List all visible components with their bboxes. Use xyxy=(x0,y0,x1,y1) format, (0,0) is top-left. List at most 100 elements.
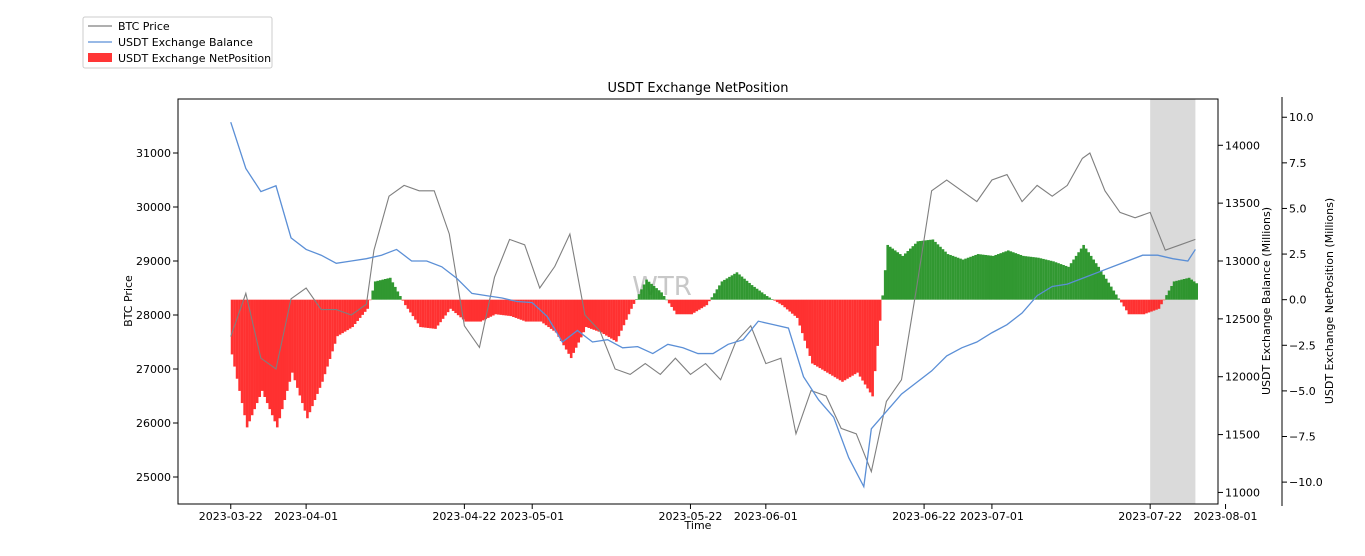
netposition-bar xyxy=(441,299,445,319)
netposition-bar xyxy=(672,299,676,311)
netposition-bar xyxy=(321,299,324,382)
netposition-bar xyxy=(1140,299,1143,315)
netposition-bar xyxy=(1004,251,1008,300)
netposition-bar xyxy=(846,299,849,379)
netposition-bar xyxy=(1130,299,1133,315)
netposition-bar xyxy=(421,299,425,328)
netposition-bar xyxy=(976,254,980,300)
netposition-bar xyxy=(389,277,392,300)
netposition-bar xyxy=(366,299,370,309)
netposition-bar xyxy=(778,299,781,304)
netposition-bar xyxy=(1132,299,1136,315)
netposition-bar xyxy=(1109,286,1113,300)
netposition-bar xyxy=(414,299,417,320)
netposition-bar xyxy=(785,299,789,310)
legend-label-btc: BTC Price xyxy=(118,20,170,33)
netposition-bar xyxy=(647,281,651,300)
netposition-bar xyxy=(406,299,410,309)
netposition-bar xyxy=(411,299,415,317)
netposition-bar xyxy=(828,299,832,375)
x-tick-label: 2023-06-22 xyxy=(892,510,956,523)
netposition-bar xyxy=(798,299,802,326)
netposition-bar xyxy=(1082,244,1085,300)
netposition-bar xyxy=(1172,281,1176,300)
y-axis-right-netposition-label: USDT Exchange NetPosition (Millions) xyxy=(1323,198,1336,404)
netposition-bar xyxy=(703,299,706,307)
netposition-bar xyxy=(748,282,751,300)
netposition-bar xyxy=(728,276,731,300)
netposition-bar xyxy=(946,254,950,300)
netposition-bar xyxy=(806,299,809,349)
netposition-bar xyxy=(1019,254,1023,300)
netposition-bar xyxy=(1012,252,1015,300)
netposition-bar xyxy=(848,299,852,378)
netposition-bar xyxy=(507,299,510,316)
netposition-bar xyxy=(439,299,442,323)
netposition-bar xyxy=(434,299,437,329)
netposition-bar xyxy=(750,285,754,300)
y-right-netposition-tick-label: 5.0 xyxy=(1289,202,1307,215)
y-right-balance-tick-label: 11500 xyxy=(1225,429,1260,442)
netposition-bar xyxy=(1001,252,1005,300)
netposition-bar xyxy=(383,279,387,300)
netposition-bar xyxy=(517,299,520,319)
y-right-netposition-tick-label: −5.0 xyxy=(1289,385,1316,398)
netposition-bars xyxy=(230,239,1198,428)
netposition-bar xyxy=(283,299,287,401)
netposition-bar xyxy=(1122,299,1126,307)
netposition-bar xyxy=(883,270,887,300)
netposition-bar xyxy=(381,279,385,300)
netposition-bar xyxy=(461,299,465,320)
netposition-bar xyxy=(419,299,422,328)
netposition-bar xyxy=(296,299,299,388)
netposition-bar xyxy=(685,299,689,315)
y-axis-right-netposition: 10.0 7.5 5.0 2.5 0.0 −2.5 −5.0 −7.5 −10.0 xyxy=(1281,97,1323,506)
netposition-bar xyxy=(1017,254,1020,300)
netposition-bar xyxy=(391,282,395,300)
netposition-bar xyxy=(243,299,246,416)
y-right-balance-tick-label: 13500 xyxy=(1225,197,1260,210)
netposition-bar xyxy=(657,290,661,300)
netposition-bar xyxy=(399,296,402,300)
netposition-bar xyxy=(426,299,430,328)
netposition-bar xyxy=(999,253,1003,300)
netposition-bar xyxy=(293,299,297,381)
netposition-bar xyxy=(587,299,591,328)
netposition-bar xyxy=(1104,278,1108,300)
netposition-bar xyxy=(795,299,799,318)
netposition-bar xyxy=(270,299,274,416)
netposition-bar xyxy=(1032,257,1035,300)
netposition-bar xyxy=(1034,257,1038,300)
netposition-bar xyxy=(1157,299,1161,309)
netposition-bar xyxy=(625,299,628,320)
netposition-bar xyxy=(660,292,663,300)
netposition-bar xyxy=(838,299,842,381)
netposition-bar xyxy=(281,299,284,410)
netposition-bar xyxy=(906,251,910,300)
netposition-bar xyxy=(524,299,528,322)
netposition-bar xyxy=(607,299,611,338)
netposition-bar xyxy=(1037,257,1040,300)
netposition-bar xyxy=(424,299,427,328)
netposition-bar xyxy=(675,299,678,315)
netposition-bar xyxy=(1160,299,1163,305)
netposition-bar xyxy=(720,281,724,300)
netposition-bar xyxy=(1177,280,1181,300)
netposition-bar xyxy=(502,299,505,316)
netposition-bar xyxy=(338,299,342,335)
netposition-bar xyxy=(409,299,412,313)
y-left-tick-label: 28000 xyxy=(136,309,171,322)
netposition-bar xyxy=(961,259,965,300)
netposition-bar xyxy=(1112,290,1116,300)
netposition-bar xyxy=(944,251,947,300)
netposition-bar xyxy=(363,299,367,312)
netposition-bar xyxy=(1107,282,1111,300)
netposition-bar xyxy=(373,281,377,300)
netposition-bar xyxy=(592,299,596,330)
netposition-bar xyxy=(1074,255,1078,300)
netposition-bar xyxy=(994,254,998,300)
netposition-bar xyxy=(1044,259,1048,300)
netposition-bar xyxy=(509,299,513,317)
netposition-bar xyxy=(790,299,794,314)
netposition-bar xyxy=(1027,256,1030,300)
